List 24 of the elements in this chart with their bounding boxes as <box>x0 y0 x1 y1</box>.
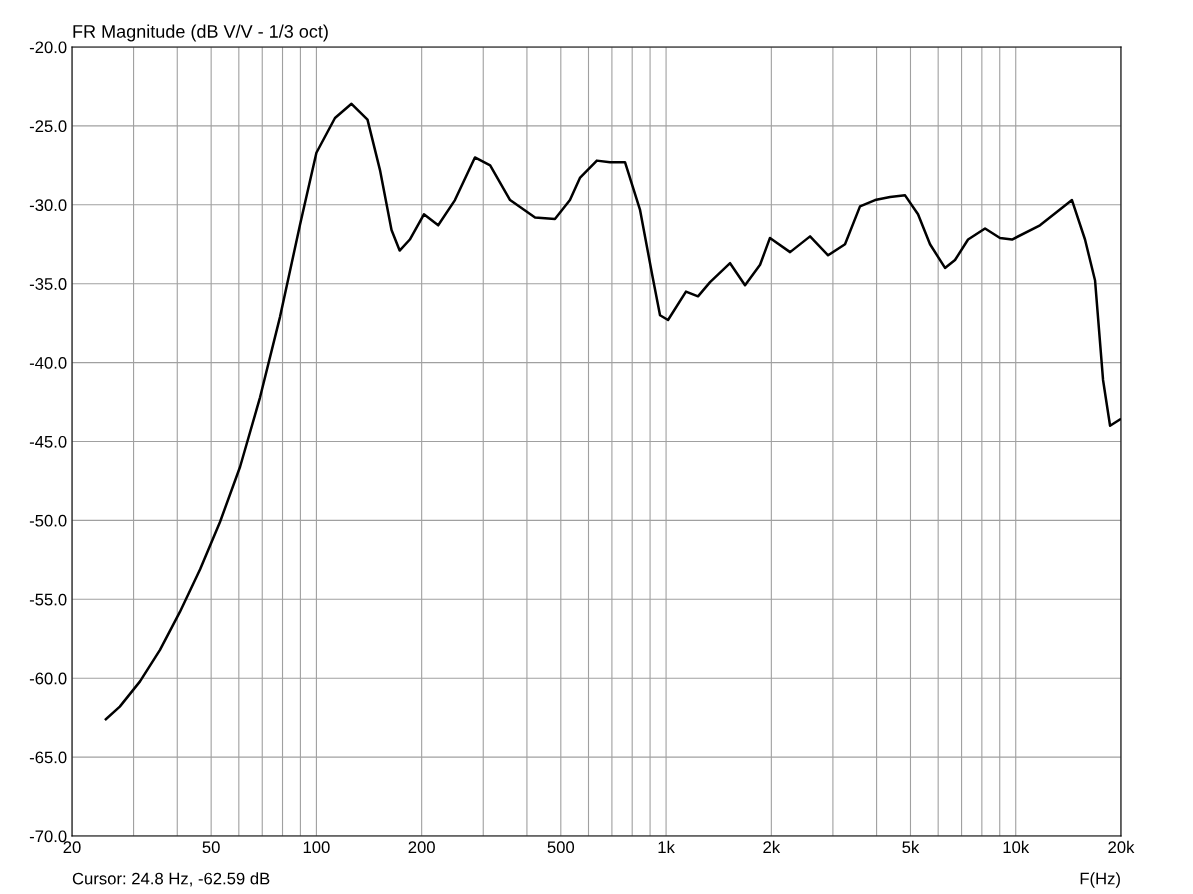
y-tick-label: -40.0 <box>29 357 67 369</box>
text: Cursor: 24.8 Hz, -62.59 dB <box>72 872 270 887</box>
x-tick-label: 200 <box>408 841 435 854</box>
x-tick-label: 100 <box>303 841 330 854</box>
x-tick-label: 2k <box>763 840 781 853</box>
chart-title: FR Magnitude (dB V/V - 1/3 oct) <box>73 24 328 42</box>
y-tick-label: -30.0 <box>29 199 67 211</box>
x-tick-label: 5k <box>902 840 920 854</box>
y-tick-label: -65.0 <box>29 751 67 764</box>
x-tick-label: 20k <box>1108 840 1135 854</box>
x-tick-label: 500 <box>547 841 575 854</box>
x-tick-label: 20 <box>63 841 81 854</box>
y-tick-label: -70.0 <box>29 830 67 843</box>
y-tick-label: -60.0 <box>29 672 67 685</box>
y-tick-label: -55.0 <box>29 593 67 606</box>
y-tick-label: -20.0 <box>29 41 67 54</box>
y-tick-label: -45.0 <box>29 435 67 448</box>
x-axis-title: F(Hz) <box>1080 872 1120 888</box>
x-tick-label: 1k <box>658 840 675 853</box>
x-tick-label: 50 <box>202 841 220 854</box>
y-tick-label: -35.0 <box>29 278 67 290</box>
x-tick-label: 10k <box>1003 840 1030 854</box>
y-tick-label: -25.0 <box>29 120 67 133</box>
y-tick-label: -50.0 <box>29 514 67 527</box>
